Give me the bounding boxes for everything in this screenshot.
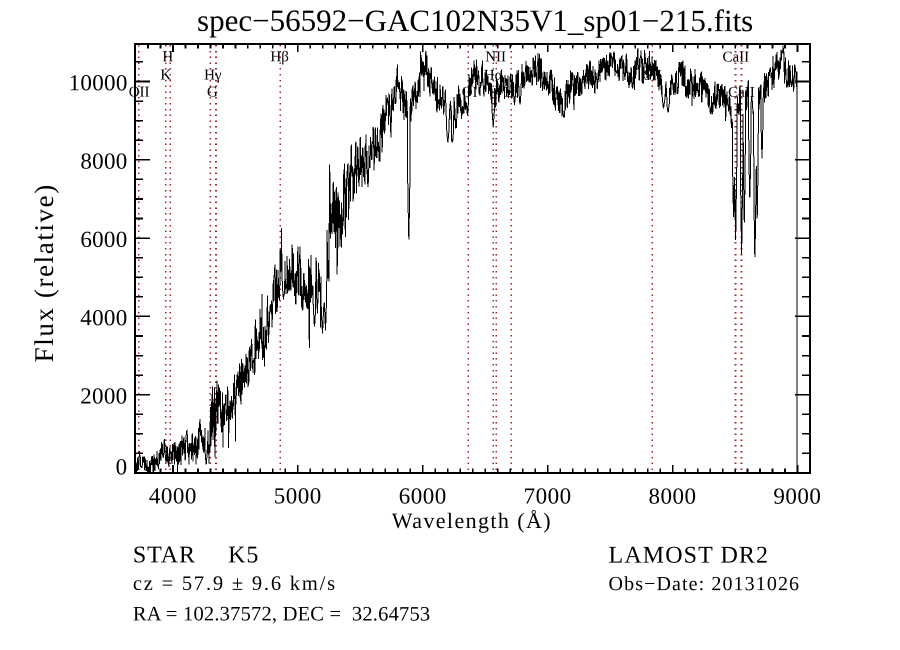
svg-text:Hγ: Hγ: [204, 68, 222, 84]
svg-text:spec−56592−GAC102N35V1_sp01−21: spec−56592−GAC102N35V1_sp01−215.fits: [197, 3, 753, 38]
svg-text:OII: OII: [129, 85, 150, 101]
svg-text:Hβ: Hβ: [270, 49, 288, 65]
svg-text:9000: 9000: [773, 484, 821, 509]
svg-text:6000: 6000: [399, 483, 447, 508]
svg-text:Obs−Date: 20131026: Obs−Date: 20131026: [609, 573, 801, 595]
svg-text:8000: 8000: [80, 149, 127, 174]
svg-text:NII: NII: [485, 49, 506, 65]
svg-text:Flux (relative): Flux (relative): [29, 183, 59, 362]
svg-text:4000: 4000: [149, 483, 197, 508]
svg-text:Hα: Hα: [484, 68, 503, 84]
svg-text:SII: SII: [643, 68, 661, 84]
svg-text:5000: 5000: [274, 483, 322, 508]
svg-text:10000: 10000: [69, 70, 128, 95]
svg-text:RA = 102.37572, DEC = 32.6475: RA = 102.37572, DEC = 32.64753: [133, 603, 431, 625]
svg-text:OI: OI: [462, 85, 478, 101]
svg-text:cz = 57.9 ± 9.6 km/s: cz = 57.9 ± 9.6 km/s: [133, 573, 337, 595]
svg-text:8000: 8000: [649, 484, 697, 509]
svg-text:CaII: CaII: [728, 85, 755, 101]
svg-text:STAR: STAR: [133, 542, 196, 568]
svg-text:K: K: [160, 68, 171, 84]
svg-text:G: G: [207, 85, 218, 101]
svg-text:4000: 4000: [80, 305, 127, 330]
svg-text:CaII: CaII: [723, 50, 750, 66]
svg-text:6000: 6000: [80, 227, 127, 252]
svg-text:Wavelength (Å): Wavelength (Å): [392, 508, 552, 533]
svg-text:7000: 7000: [524, 484, 572, 509]
svg-text:K5: K5: [228, 542, 259, 568]
svg-text:H: H: [162, 49, 173, 65]
svg-text:2000: 2000: [80, 383, 127, 408]
svg-text:LAMOST DR2: LAMOST DR2: [609, 543, 770, 569]
svg-text:0: 0: [116, 454, 128, 479]
svg-text:Li: Li: [504, 85, 517, 101]
